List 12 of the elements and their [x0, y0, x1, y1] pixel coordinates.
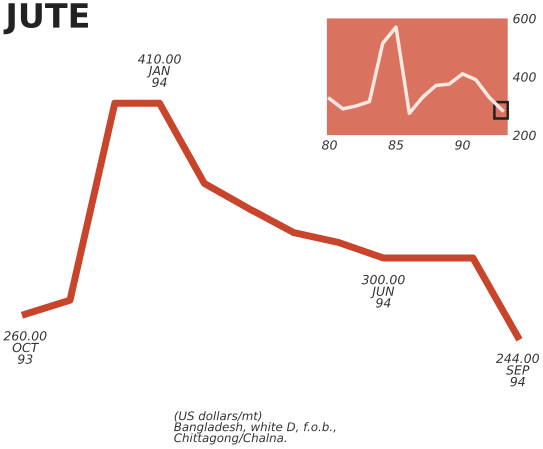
y-tick-label: 200: [512, 130, 536, 140]
x-tick-label: 90: [455, 140, 470, 150]
data-label: 300.00 JUN 94: [362, 274, 405, 308]
chart-title: JUTE: [4, 3, 88, 34]
x-tick-label: 85: [388, 140, 404, 150]
data-label: 244.00 SEP 94: [496, 354, 539, 386]
data-label: 260.00 OCT 93: [3, 331, 46, 364]
text: (US dollars/mt) Bangladesh, white D, f.o.b., Chittagong/Chalna.: [174, 411, 336, 445]
y-tick-label: 600: [513, 14, 536, 24]
data-label: 410.00 JAN 94: [138, 54, 181, 87]
y-tick-label: 400: [512, 72, 536, 82]
x-tick-label: 80: [322, 140, 337, 150]
